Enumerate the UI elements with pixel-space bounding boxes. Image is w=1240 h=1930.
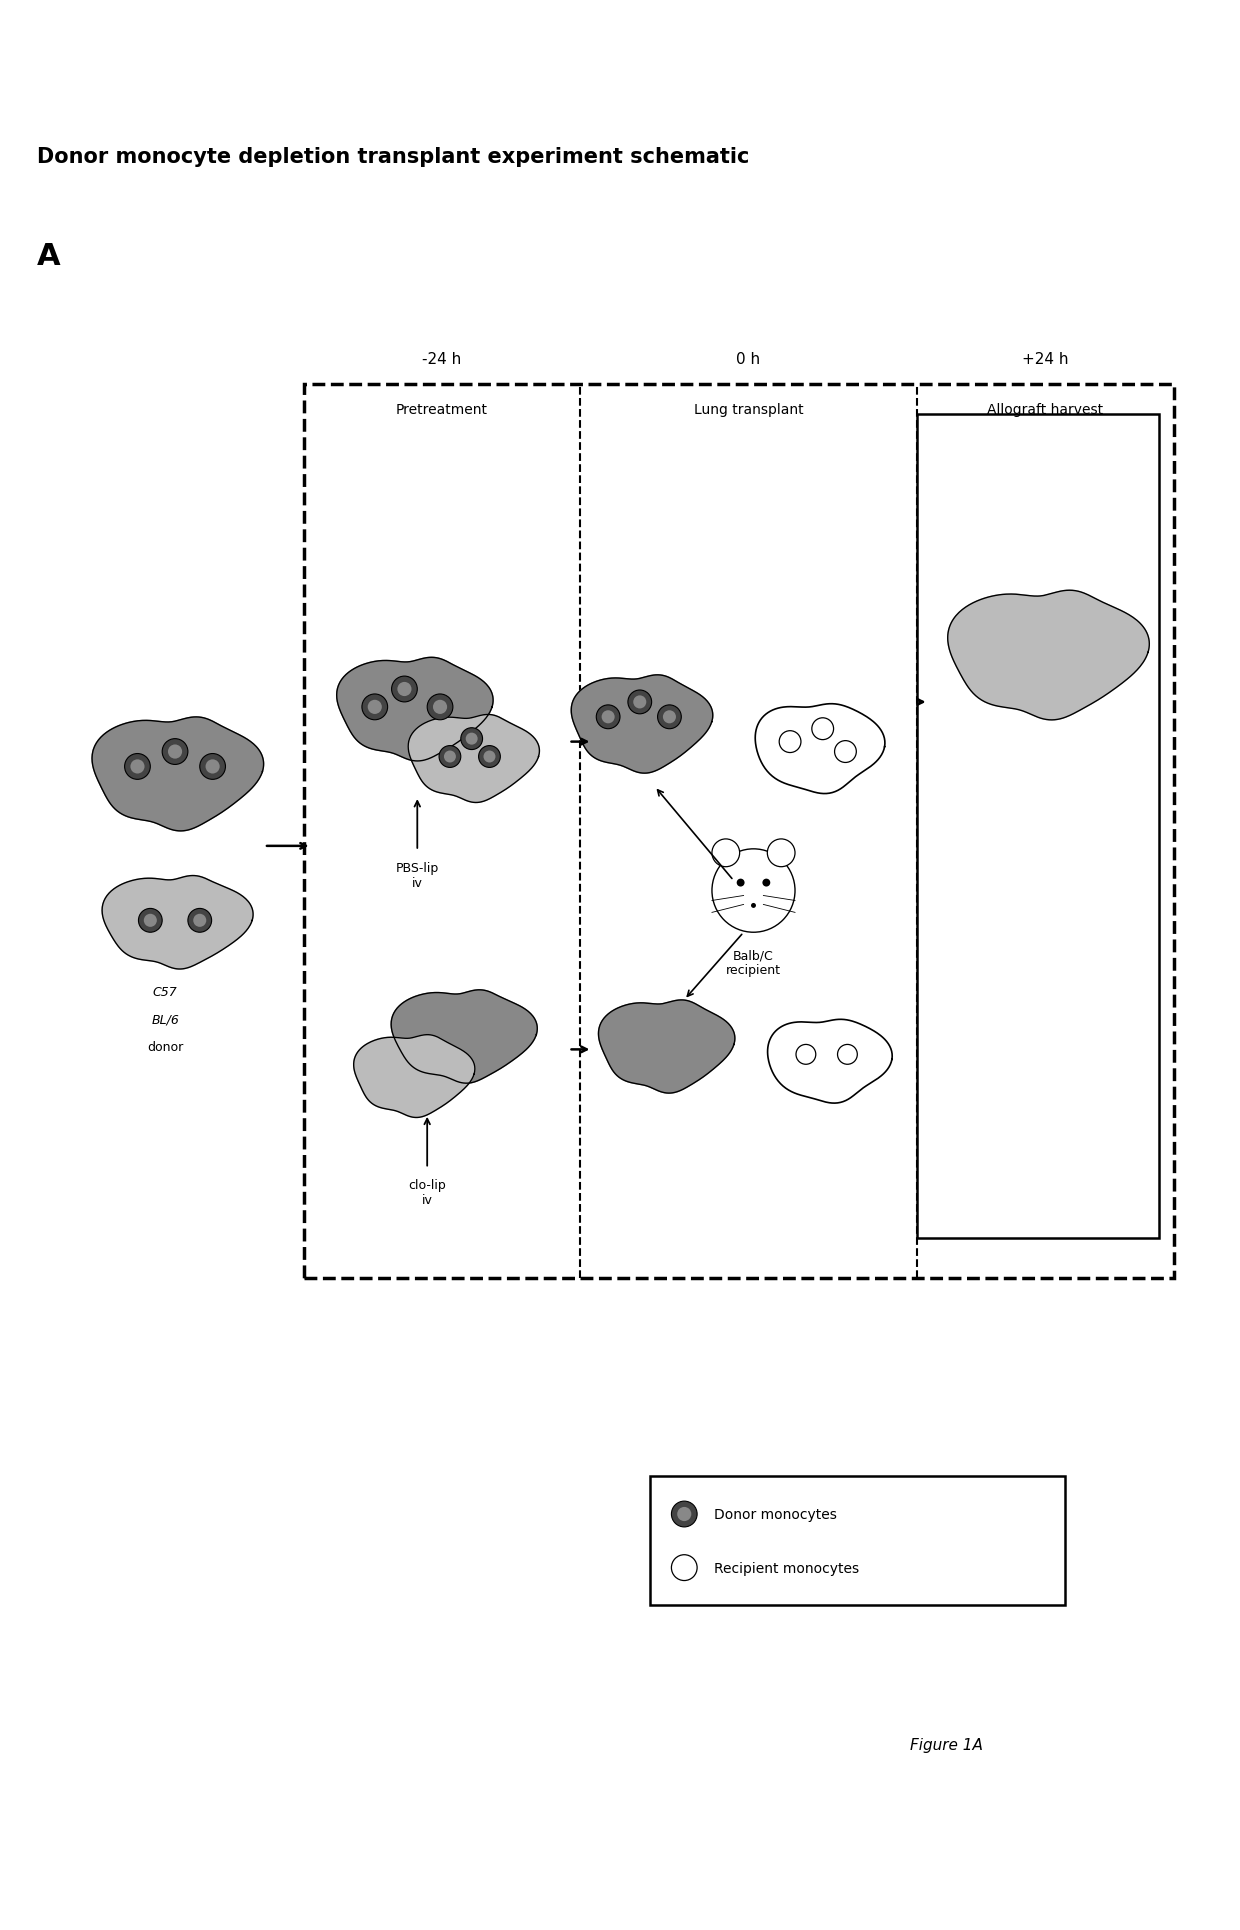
Bar	[650, 1476, 1065, 1606]
Circle shape	[124, 755, 150, 780]
Text: +24 h: +24 h	[1022, 351, 1069, 367]
Text: BL/6: BL/6	[151, 1013, 179, 1027]
Circle shape	[812, 718, 833, 741]
Circle shape	[484, 751, 496, 762]
Polygon shape	[408, 714, 539, 803]
Circle shape	[596, 706, 620, 730]
Text: Donor monocyte depletion transplant experiment schematic: Donor monocyte depletion transplant expe…	[37, 147, 749, 166]
Circle shape	[130, 760, 145, 774]
Circle shape	[433, 701, 448, 714]
Polygon shape	[391, 990, 537, 1083]
Circle shape	[428, 695, 453, 720]
Polygon shape	[92, 718, 264, 832]
Text: A: A	[37, 241, 61, 270]
Text: Lung transplant: Lung transplant	[693, 403, 804, 417]
Circle shape	[634, 697, 646, 708]
Circle shape	[835, 741, 857, 762]
Circle shape	[677, 1507, 692, 1521]
Text: PBS-lip
iv: PBS-lip iv	[396, 861, 439, 890]
Circle shape	[779, 731, 801, 753]
Polygon shape	[755, 704, 885, 793]
Circle shape	[444, 751, 456, 762]
Text: Figure 1A: Figure 1A	[910, 1737, 983, 1752]
Circle shape	[768, 840, 795, 867]
Circle shape	[627, 691, 652, 714]
Circle shape	[663, 710, 676, 724]
Circle shape	[392, 677, 418, 703]
Bar	[916, 415, 1159, 1239]
Text: Donor monocytes: Donor monocytes	[714, 1507, 837, 1521]
Polygon shape	[102, 876, 253, 969]
Polygon shape	[353, 1034, 475, 1117]
Text: donor: donor	[148, 1040, 184, 1054]
Text: -24 h: -24 h	[423, 351, 461, 367]
Polygon shape	[768, 1019, 893, 1104]
Text: clo-lip
iv: clo-lip iv	[408, 1179, 446, 1206]
Polygon shape	[599, 1000, 735, 1094]
Circle shape	[466, 733, 477, 745]
Circle shape	[712, 849, 795, 932]
Circle shape	[737, 880, 744, 888]
Circle shape	[200, 755, 226, 780]
Circle shape	[162, 739, 188, 764]
Polygon shape	[337, 658, 494, 762]
Circle shape	[362, 695, 388, 720]
Text: Recipient monocytes: Recipient monocytes	[714, 1561, 859, 1575]
Text: Allograft harvest: Allograft harvest	[987, 403, 1104, 417]
Text: 0 h: 0 h	[737, 351, 760, 367]
Circle shape	[751, 903, 756, 909]
Circle shape	[601, 710, 615, 724]
Circle shape	[139, 909, 162, 932]
Circle shape	[461, 728, 482, 751]
Polygon shape	[572, 676, 713, 774]
Circle shape	[397, 683, 412, 697]
Text: C57: C57	[153, 986, 177, 998]
Circle shape	[193, 915, 206, 928]
Circle shape	[188, 909, 212, 932]
Polygon shape	[947, 591, 1149, 720]
Bar	[304, 384, 1174, 1278]
Circle shape	[712, 840, 739, 867]
Circle shape	[368, 701, 382, 714]
Circle shape	[657, 706, 681, 730]
Circle shape	[479, 747, 501, 768]
Circle shape	[796, 1044, 816, 1065]
Circle shape	[167, 745, 182, 758]
Circle shape	[837, 1044, 857, 1065]
Circle shape	[671, 1502, 697, 1527]
Text: Balb/C
recipient: Balb/C recipient	[725, 950, 781, 977]
Text: Pretreatment: Pretreatment	[396, 403, 489, 417]
Circle shape	[439, 747, 461, 768]
Circle shape	[144, 915, 156, 928]
Circle shape	[671, 1556, 697, 1581]
Circle shape	[763, 880, 770, 888]
Circle shape	[206, 760, 219, 774]
